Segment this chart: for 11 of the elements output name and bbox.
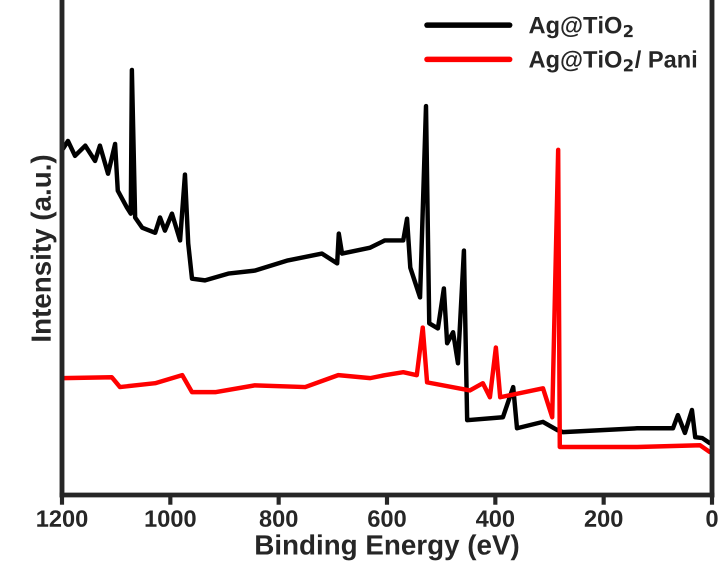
x-tick-label: 1000 <box>146 510 196 527</box>
x-tick-label: 1200 <box>37 510 88 527</box>
x-tick-label: 200 <box>584 510 622 527</box>
x-tick-label: 800 <box>260 510 298 527</box>
legend-label: Ag@TiO$_{2}$ <box>529 16 633 38</box>
x-tick-label: 400 <box>476 510 514 527</box>
y-axis-title: Intensity (a.u.) <box>30 156 56 341</box>
x-tick-label: 600 <box>368 510 406 527</box>
x-tick-label: 0 <box>706 510 718 527</box>
x-axis-title: Binding Energy (eV) <box>256 534 518 560</box>
legend-label: Ag@TiO$_{2}$/ Pani <box>529 50 696 73</box>
